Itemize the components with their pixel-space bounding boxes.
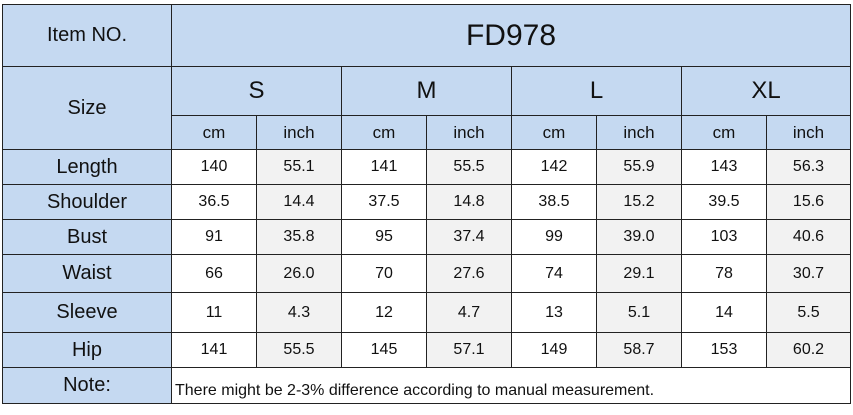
table-cell: 30.7 [766, 254, 851, 293]
row-label-bust: Bust [2, 219, 172, 255]
size-chart-table: Item NO. FD978 Size S M L XL cm inch cm … [2, 4, 851, 404]
table-cell: 4.3 [256, 292, 342, 333]
table-cell: 149 [511, 332, 597, 368]
item-no-label: Item NO. [2, 4, 172, 67]
table-row: Shoulder 36.5 14.4 37.5 14.8 38.5 15.2 3… [2, 184, 851, 220]
unit-inch: inch [426, 115, 512, 150]
table-cell: 14.4 [256, 184, 342, 220]
header-row-sizes: Size S M L XL [2, 66, 851, 150]
table-row: Length 140 55.1 141 55.5 142 55.9 143 56… [2, 149, 851, 185]
header-row-units: cm inch cm inch cm inch cm inch [3, 115, 851, 150]
table-cell: 39.0 [596, 219, 682, 255]
model-number: FD978 [171, 4, 851, 67]
table-cell: 5.1 [596, 292, 682, 333]
row-label-sleeve: Sleeve [2, 292, 172, 333]
size-label: Size [2, 66, 172, 150]
row-label-length: Length [2, 149, 172, 185]
table-cell: 140 [171, 149, 257, 185]
size-s: S [171, 66, 342, 116]
table-cell: 55.9 [596, 149, 682, 185]
size-l: L [511, 66, 682, 116]
size-m: M [341, 66, 512, 116]
table-cell: 14.8 [426, 184, 512, 220]
table-cell: 26.0 [256, 254, 342, 293]
table-cell: 13 [511, 292, 597, 333]
table-cell: 74 [511, 254, 597, 293]
table-cell: 143 [681, 149, 767, 185]
unit-cm: cm [341, 115, 427, 150]
table-cell: 11 [171, 292, 257, 333]
table-row: Bust 91 35.8 95 37.4 99 39.0 103 40.6 [2, 219, 851, 255]
size-xl: XL [681, 66, 851, 116]
table-row: Hip 141 55.5 145 57.1 149 58.7 153 60.2 [2, 332, 851, 368]
table-cell: 103 [681, 219, 767, 255]
table-cell: 27.6 [426, 254, 512, 293]
table-cell: 4.7 [426, 292, 512, 333]
table-cell: 58.7 [596, 332, 682, 368]
table-cell: 35.8 [256, 219, 342, 255]
table-cell: 5.5 [766, 292, 851, 333]
table-cell: 55.1 [256, 149, 342, 185]
row-label-shoulder: Shoulder [2, 184, 172, 220]
table-cell: 15.6 [766, 184, 851, 220]
table-cell: 40.6 [766, 219, 851, 255]
table-cell: 57.1 [426, 332, 512, 368]
row-label-hip: Hip [2, 332, 172, 368]
note-label: Note: [2, 367, 172, 404]
table-cell: 153 [681, 332, 767, 368]
table-cell: 15.2 [596, 184, 682, 220]
unit-cm: cm [681, 115, 767, 150]
header-row-model: Item NO. FD978 [2, 4, 851, 67]
table-cell: 56.3 [766, 149, 851, 185]
unit-inch: inch [596, 115, 682, 150]
unit-inch: inch [766, 115, 851, 150]
table-cell: 91 [171, 219, 257, 255]
table-cell: 36.5 [171, 184, 257, 220]
table-cell: 29.1 [596, 254, 682, 293]
note-row: Note: There might be 2-3% difference acc… [2, 367, 851, 404]
table-row: Waist 66 26.0 70 27.6 74 29.1 78 30.7 [2, 254, 851, 293]
table-cell: 78 [681, 254, 767, 293]
table-cell: 70 [341, 254, 427, 293]
unit-cm: cm [511, 115, 597, 150]
table-cell: 12 [341, 292, 427, 333]
table-cell: 141 [341, 149, 427, 185]
table-cell: 66 [171, 254, 257, 293]
table-cell: 37.5 [341, 184, 427, 220]
table-cell: 38.5 [511, 184, 597, 220]
table-cell: 55.5 [426, 149, 512, 185]
size-chart: Item NO. FD978 Size S M L XL cm inch cm … [2, 4, 851, 404]
table-cell: 37.4 [426, 219, 512, 255]
unit-cm: cm [171, 115, 257, 150]
table-row: Sleeve 11 4.3 12 4.7 13 5.1 14 5.5 [2, 292, 851, 333]
table-cell: 141 [171, 332, 257, 368]
table-cell: 99 [511, 219, 597, 255]
row-label-waist: Waist [2, 254, 172, 293]
note-text: There might be 2-3% difference according… [171, 367, 851, 404]
table-cell: 14 [681, 292, 767, 333]
table-cell: 39.5 [681, 184, 767, 220]
table-cell: 142 [511, 149, 597, 185]
table-cell: 95 [341, 219, 427, 255]
unit-inch: inch [256, 115, 342, 150]
table-cell: 60.2 [766, 332, 851, 368]
table-cell: 145 [341, 332, 427, 368]
table-cell: 55.5 [256, 332, 342, 368]
